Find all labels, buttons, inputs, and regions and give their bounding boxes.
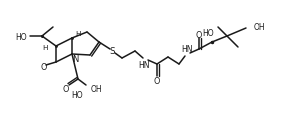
Text: HO: HO [15, 32, 27, 41]
Text: O: O [41, 63, 47, 72]
Text: H: H [42, 45, 48, 51]
Text: O: O [196, 30, 202, 39]
Text: N: N [72, 54, 78, 63]
Text: OH: OH [91, 85, 103, 94]
Text: O: O [154, 76, 160, 85]
Text: OH: OH [254, 22, 266, 31]
Text: S: S [109, 47, 115, 56]
Text: HN: HN [138, 61, 150, 70]
Text: H: H [75, 31, 81, 37]
Text: HN: HN [181, 45, 193, 54]
Text: O: O [63, 85, 69, 94]
Text: HO: HO [202, 29, 214, 38]
Text: HO: HO [71, 91, 83, 100]
